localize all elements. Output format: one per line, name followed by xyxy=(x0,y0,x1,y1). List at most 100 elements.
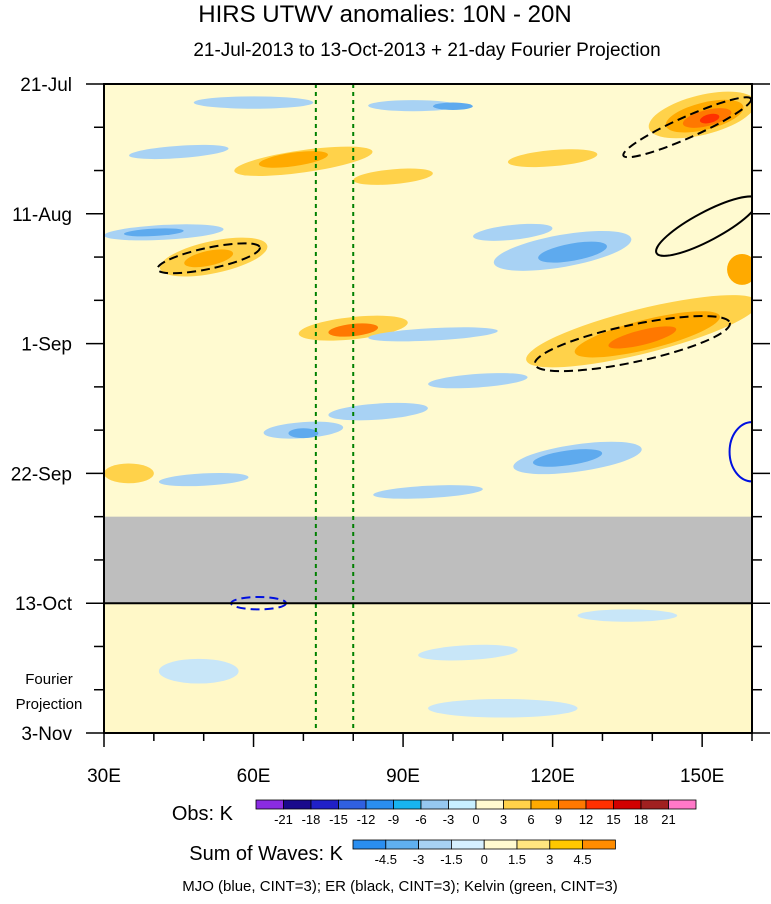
anomaly-region-14 xyxy=(104,463,154,484)
waves-colorbar-tick-label-5: 3 xyxy=(546,852,553,867)
plot-frame xyxy=(103,83,753,734)
x-tick-label-2: 90E xyxy=(386,766,420,787)
anomaly-region-38 xyxy=(428,699,578,718)
plot-area xyxy=(104,84,752,733)
waves-colorbar-swatch-6 xyxy=(549,839,583,850)
waves-colorbar-tick-label-6: 4.5 xyxy=(574,852,592,867)
obs-colorbar-tick-label-10: 9 xyxy=(555,812,562,827)
y-tick-label-2: 1-Sep xyxy=(21,335,72,356)
y-tick-label-0: 21-Jul xyxy=(20,75,72,96)
er-contour-1 xyxy=(622,96,752,159)
obs-colorbar-swatch-9 xyxy=(503,799,532,810)
obs-colorbar-swatch-15 xyxy=(668,799,697,810)
anomaly-region-30 xyxy=(288,428,319,439)
anomaly-region-25 xyxy=(473,223,553,241)
obs-colorbar-tick-label-9: 6 xyxy=(527,812,534,827)
obs-colorbar-swatch-2 xyxy=(310,799,339,810)
waves-colorbar-label: Sum of Waves: K xyxy=(189,843,343,865)
obs-colorbar-tick-label-4: -9 xyxy=(388,812,400,827)
waves-colorbar-tick-label-4: 1.5 xyxy=(508,852,526,867)
obs-colorbar-tick-label-11: 12 xyxy=(579,812,593,827)
contour-caption: MJO (blue, CINT=3); ER (black, CINT=3); … xyxy=(182,878,618,895)
y-tick-label-3: 22-Sep xyxy=(11,464,72,485)
obs-colorbar-swatch-12 xyxy=(585,799,614,810)
anomaly-region-33 xyxy=(158,472,249,487)
anomaly-region-18 xyxy=(368,100,458,112)
waves-colorbar-swatch-5 xyxy=(516,839,551,850)
waves-colorbar-swatch-4 xyxy=(483,839,518,850)
anomaly-region-8 xyxy=(608,326,677,349)
anomaly-region-32 xyxy=(533,449,603,467)
anomaly-region-1 xyxy=(258,151,328,168)
obs-colorbar-swatch-8 xyxy=(475,799,504,810)
obs-colorbar-tick-label-1: -18 xyxy=(302,812,321,827)
anomaly-region-20 xyxy=(129,144,229,160)
anomaly-region-13 xyxy=(727,253,752,285)
forecast-label-line-1: Fourier xyxy=(25,671,73,688)
obs-colorbar-swatch-11 xyxy=(558,799,587,810)
waves-colorbar-swatch-2 xyxy=(418,839,452,850)
obs-colorbar-swatch-4 xyxy=(365,799,394,810)
waves-colorbar-swatch-7 xyxy=(582,839,616,850)
er-contour-2 xyxy=(655,195,752,257)
obs-colorbar-tick-label-5: -6 xyxy=(415,812,427,827)
anomaly-region-3 xyxy=(184,249,234,268)
obs-colorbar-swatch-14 xyxy=(640,799,669,810)
anomaly-region-24 xyxy=(538,241,607,263)
waves-colorbar-swatch-0 xyxy=(352,839,387,850)
x-tick-label-1: 60E xyxy=(237,766,271,787)
forecast-label-line-2: Projection xyxy=(16,696,83,713)
missing-data-band xyxy=(104,516,752,604)
anomaly-region-17 xyxy=(193,96,314,109)
anomaly-region-12 xyxy=(699,113,720,124)
chart-subtitle: 21-Jul-2013 to 13-Oct-2013 + 21-day Four… xyxy=(193,40,660,61)
obs-colorbar-tick-label-6: -3 xyxy=(443,812,455,827)
anomaly-region-34 xyxy=(373,485,483,499)
obs-colorbar-swatch-7 xyxy=(448,799,477,810)
anomaly-region-26 xyxy=(368,327,498,342)
er-contour-3 xyxy=(533,315,731,373)
obs-colorbar-tick-label-12: 15 xyxy=(606,812,620,827)
anomaly-region-15 xyxy=(353,168,433,185)
obs-colorbar-tick-label-3: -12 xyxy=(357,812,376,827)
obs-colorbar-swatch-13 xyxy=(613,799,642,810)
chart-title: HIRS UTWV anomalies: 10N - 20N xyxy=(198,1,571,28)
obs-colorbar-tick-label-13: 18 xyxy=(634,812,648,827)
obs-colorbar: -21 -18 -15 -12 -9 -6 -3 0 3 6 9 12 15 18 21 xyxy=(255,799,697,827)
x-tick-label-4: 150E xyxy=(680,766,724,787)
waves-colorbar-swatch-1 xyxy=(385,839,419,850)
obs-colorbar-tick-label-2: -15 xyxy=(329,812,348,827)
y-tick-label-5: 3-Nov xyxy=(21,724,72,745)
waves-colorbar-swatch-3 xyxy=(450,839,485,850)
anomaly-region-35 xyxy=(158,658,239,684)
anomaly-region-36 xyxy=(418,644,518,661)
waves-colorbar-tick-label-3: 0 xyxy=(481,852,488,867)
obs-colorbar-tick-label-8: 3 xyxy=(500,812,507,827)
y-tick-label-4: 13-Oct xyxy=(15,594,73,615)
anomaly-region-19 xyxy=(432,102,473,110)
anomaly-region-27 xyxy=(428,373,528,389)
axes: 21-Jul 11-Aug 1-Sep 22-Sep 13-Oct 3-Nov 30E 60E… xyxy=(11,75,770,787)
obs-colorbar-tick-label-14: 21 xyxy=(661,812,675,827)
anomaly-region-5 xyxy=(328,323,379,337)
obs-colorbar-swatch-10 xyxy=(530,799,559,810)
x-tick-label-3: 120E xyxy=(530,766,574,787)
obs-colorbar-tick-label-7: 0 xyxy=(472,812,479,827)
waves-colorbar-tick-label-1: -3 xyxy=(413,852,425,867)
obs-colorbar-swatch-6 xyxy=(420,799,449,810)
y-tick-label-1: 11-Aug xyxy=(12,205,72,226)
obs-colorbar-tick-label-0: -21 xyxy=(274,812,293,827)
anomaly-region-22 xyxy=(123,228,184,237)
er-contour-0 xyxy=(156,242,261,275)
obs-colorbar-swatch-3 xyxy=(338,799,367,810)
anomaly-region-37 xyxy=(577,609,678,622)
waves-colorbar: -4.5 -3 -1.5 0 1.5 3 4.5 xyxy=(352,839,616,867)
anomaly-region-16 xyxy=(507,149,598,168)
obs-colorbar-swatch-1 xyxy=(283,799,312,810)
waves-colorbar-tick-label-0: -4.5 xyxy=(375,852,397,867)
obs-colorbar-swatch-0 xyxy=(255,799,284,810)
x-tick-label-0: 30E xyxy=(87,766,121,787)
obs-colorbar-label: Obs: K xyxy=(172,803,234,825)
obs-colorbar-swatch-5 xyxy=(393,799,422,810)
